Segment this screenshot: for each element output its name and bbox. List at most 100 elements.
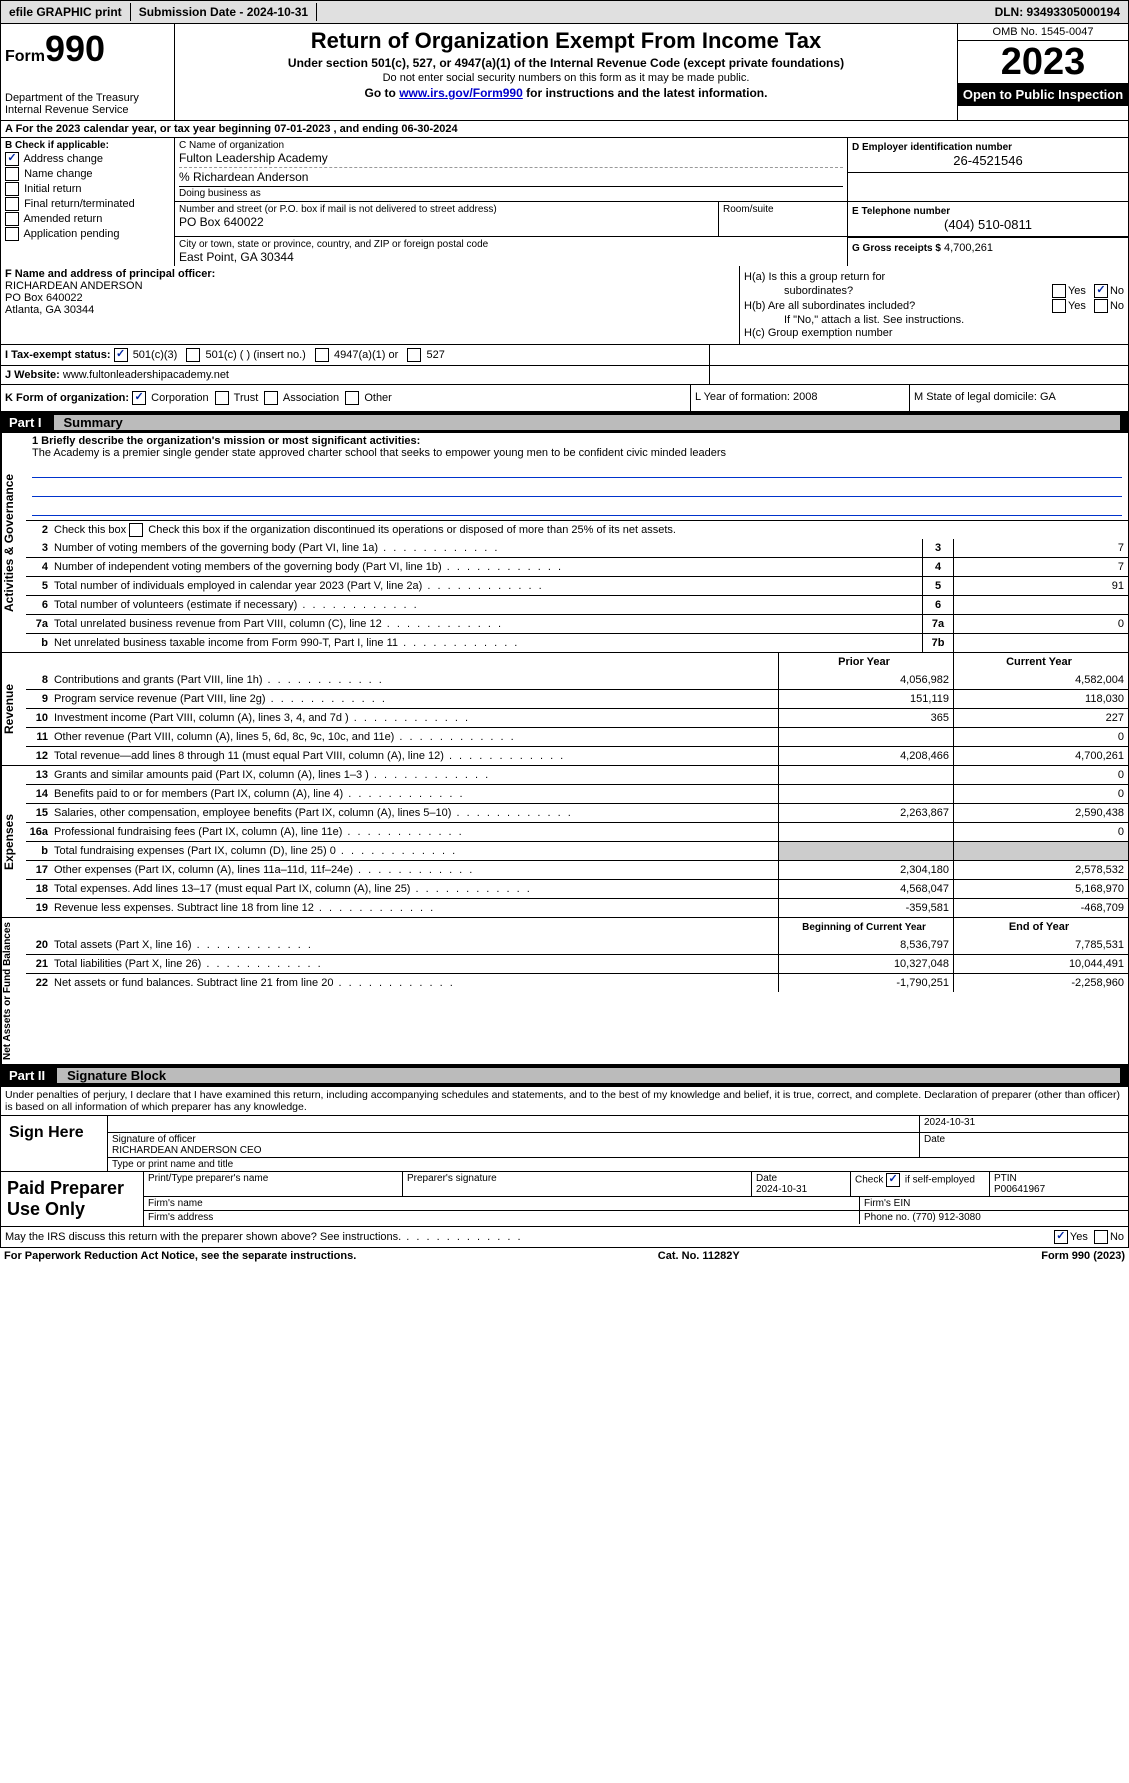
gross-label: G Gross receipts $ xyxy=(852,243,941,254)
ha-yes[interactable] xyxy=(1052,284,1066,298)
firm-name-label: Firm's name xyxy=(144,1197,859,1210)
ha-no[interactable] xyxy=(1094,284,1108,298)
state-domicile: M State of legal domicile: GA xyxy=(909,385,1128,411)
form-subtitle: Under section 501(c), 527, or 4947(a)(1)… xyxy=(183,56,949,70)
officer-name: RICHARDEAN ANDERSON xyxy=(5,280,735,292)
cat-no: Cat. No. 11282Y xyxy=(658,1250,740,1262)
check-app-pending[interactable] xyxy=(5,227,19,241)
row-a-tax-year: A For the 2023 calendar year, or tax yea… xyxy=(0,121,1129,138)
line2-check[interactable] xyxy=(129,523,143,537)
sig-officer-label: Signature of officer xyxy=(112,1134,915,1145)
dept-treasury: Department of the Treasury Internal Reve… xyxy=(5,92,170,116)
table-row: bTotal fundraising expenses (Part IX, co… xyxy=(26,841,1128,860)
sig-type-label: Type or print name and title xyxy=(108,1158,1128,1171)
table-row: 22Net assets or fund balances. Subtract … xyxy=(26,973,1128,992)
perjury-declaration: Under penalties of perjury, I declare th… xyxy=(0,1086,1129,1116)
current-year-hdr: Current Year xyxy=(953,653,1128,671)
revenue-section: Revenue Prior Year Current Year 8Contrib… xyxy=(0,653,1129,766)
table-row: 17Other expenses (Part IX, column (A), l… xyxy=(26,860,1128,879)
begin-year-hdr: Beginning of Current Year xyxy=(778,918,953,936)
section-bcd: B Check if applicable: Address change Na… xyxy=(0,138,1129,266)
public-inspection: Open to Public Inspection xyxy=(958,83,1128,106)
table-row: 14Benefits paid to or for members (Part … xyxy=(26,784,1128,803)
mission-text: The Academy is a premier single gender s… xyxy=(32,447,1122,459)
discuss-no[interactable] xyxy=(1094,1230,1108,1244)
ein-value: 26-4521546 xyxy=(852,153,1124,168)
dba-label: Doing business as xyxy=(179,186,843,199)
paid-preparer-block: Paid Preparer Use Only Print/Type prepar… xyxy=(0,1172,1129,1227)
row-i: I Tax-exempt status: 501(c)(3) 501(c) ( … xyxy=(0,345,1129,366)
table-row: 4Number of independent voting members of… xyxy=(26,557,1128,576)
line2-desc: Check this box Check this box if the org… xyxy=(52,522,1128,538)
check-initial-return[interactable] xyxy=(5,182,19,196)
check-name-change[interactable] xyxy=(5,167,19,181)
check-amended[interactable] xyxy=(5,212,19,226)
discuss-yes[interactable] xyxy=(1054,1230,1068,1244)
discuss-text: May the IRS discuss this return with the… xyxy=(5,1231,523,1243)
section-fh: F Name and address of principal officer:… xyxy=(0,266,1129,345)
website-value: www.fultonleadershipacademy.net xyxy=(63,369,229,381)
form-number: Form990 xyxy=(5,28,170,70)
form-of-org-label: K Form of organization: xyxy=(5,392,129,404)
table-row: 7aTotal unrelated business revenue from … xyxy=(26,614,1128,633)
sig-officer-name: RICHARDEAN ANDERSON CEO xyxy=(112,1145,915,1156)
table-row: 9Program service revenue (Part VIII, lin… xyxy=(26,689,1128,708)
hb-note: If "No," attach a list. See instructions… xyxy=(744,314,1124,326)
form-title: Return of Organization Exempt From Incom… xyxy=(183,28,949,54)
efile-print-button[interactable]: efile GRAPHIC print xyxy=(1,3,131,21)
prep-date: 2024-10-31 xyxy=(756,1184,807,1195)
firm-phone: (770) 912-3080 xyxy=(912,1212,980,1223)
addr-label: Number and street (or P.O. box if mail i… xyxy=(179,204,714,215)
check-final-return[interactable] xyxy=(5,197,19,211)
ptin-value: P00641967 xyxy=(994,1184,1045,1195)
other-check[interactable] xyxy=(345,391,359,405)
expenses-section: Expenses 13Grants and similar amounts pa… xyxy=(0,766,1129,918)
net-assets-section: Net Assets or Fund Balances Beginning of… xyxy=(0,918,1129,1065)
firm-ein-label: Firm's EIN xyxy=(859,1197,1128,1210)
page-footer: For Paperwork Reduction Act Notice, see … xyxy=(0,1248,1129,1264)
row-j: J Website: www.fultonleadershipacademy.n… xyxy=(0,366,1129,385)
care-of: % Richardean Anderson xyxy=(179,167,843,184)
tax-year: 2023 xyxy=(958,41,1128,83)
tel-label: E Telephone number xyxy=(852,206,1124,217)
org-name-label: C Name of organization xyxy=(179,140,843,151)
mission-label: 1 Briefly describe the organization's mi… xyxy=(32,435,420,447)
527-check[interactable] xyxy=(407,348,421,362)
form-ssn-warning: Do not enter social security numbers on … xyxy=(183,72,949,84)
org-name: Fulton Leadership Academy xyxy=(179,151,843,165)
form-footer: Form 990 (2023) xyxy=(1041,1250,1125,1262)
box-c: C Name of organization Fulton Leadership… xyxy=(175,138,1128,266)
end-year-hdr: End of Year xyxy=(953,918,1128,936)
side-net-assets: Net Assets or Fund Balances xyxy=(1,918,26,1064)
assoc-check[interactable] xyxy=(264,391,278,405)
officer-label: F Name and address of principal officer: xyxy=(5,268,735,280)
501c-check[interactable] xyxy=(186,348,200,362)
corp-check[interactable] xyxy=(132,391,146,405)
activities-governance: Activities & Governance 1 Briefly descri… xyxy=(0,433,1129,653)
year-formation: L Year of formation: 2008 xyxy=(690,385,909,411)
gross-value: 4,700,261 xyxy=(944,242,993,254)
table-row: 15Salaries, other compensation, employee… xyxy=(26,803,1128,822)
501c3-check[interactable] xyxy=(114,348,128,362)
prep-name-label: Print/Type preparer's name xyxy=(144,1172,402,1196)
trust-check[interactable] xyxy=(215,391,229,405)
officer-addr2: Atlanta, GA 30344 xyxy=(5,304,735,316)
officer-addr1: PO Box 640022 xyxy=(5,292,735,304)
city-value: East Point, GA 30344 xyxy=(179,250,843,264)
table-row: 11Other revenue (Part VIII, column (A), … xyxy=(26,727,1128,746)
addr-value: PO Box 640022 xyxy=(179,215,714,229)
hb-no[interactable] xyxy=(1094,299,1108,313)
table-row: 12Total revenue—add lines 8 through 11 (… xyxy=(26,746,1128,765)
4947-check[interactable] xyxy=(315,348,329,362)
form-header: Form990 Department of the Treasury Inter… xyxy=(0,24,1129,121)
check-address-change[interactable] xyxy=(5,152,19,166)
part2-header: Part II Signature Block xyxy=(0,1065,1129,1086)
row-klm: K Form of organization: Corporation Trus… xyxy=(0,385,1129,412)
prior-year-hdr: Prior Year xyxy=(778,653,953,671)
firm-addr-label: Firm's address xyxy=(144,1211,859,1224)
hb-yes[interactable] xyxy=(1052,299,1066,313)
form-goto: Go to www.irs.gov/Form990 for instructio… xyxy=(183,86,949,100)
box-h: H(a) Is this a group return for subordin… xyxy=(739,266,1128,344)
irs-link[interactable]: www.irs.gov/Form990 xyxy=(399,86,523,100)
hc-label: H(c) Group exemption number xyxy=(744,327,1124,339)
